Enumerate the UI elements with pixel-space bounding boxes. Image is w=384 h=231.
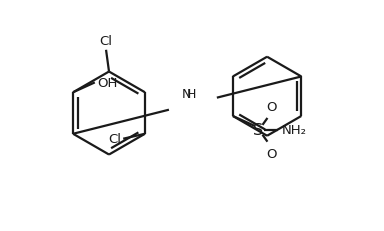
Text: Cl: Cl: [99, 35, 113, 48]
Text: N: N: [182, 88, 192, 100]
Text: O: O: [266, 147, 276, 160]
Text: S: S: [253, 123, 263, 138]
Text: O: O: [266, 100, 276, 113]
Text: Cl: Cl: [108, 133, 121, 146]
Text: H: H: [187, 88, 197, 100]
Text: NH₂: NH₂: [281, 124, 306, 137]
Text: OH: OH: [97, 76, 117, 89]
